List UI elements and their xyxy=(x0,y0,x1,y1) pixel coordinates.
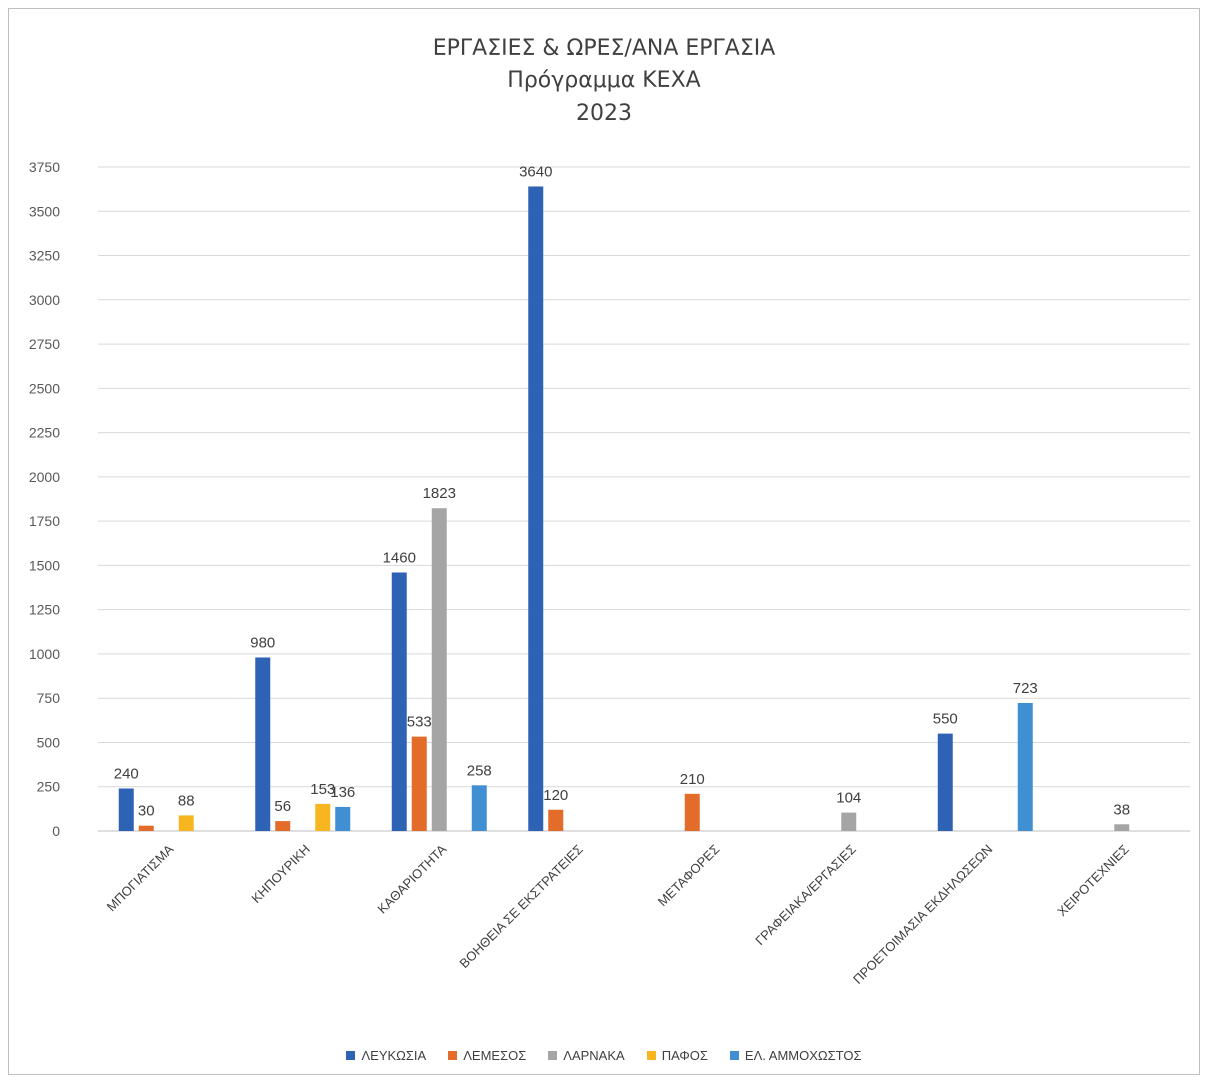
y-tick-label: 2750 xyxy=(29,336,60,352)
legend-swatch xyxy=(548,1051,558,1060)
bar xyxy=(937,733,953,831)
data-label: 38 xyxy=(1113,801,1130,818)
legend-item: ΠΑΦΟΣ xyxy=(646,1048,708,1063)
bar xyxy=(1017,702,1033,831)
bar xyxy=(528,186,544,831)
legend-label: ΕΛ. ΑΜΜΟΧΩΣΤΟΣ xyxy=(744,1048,862,1063)
legend-label: ΠΑΦΟΣ xyxy=(661,1048,708,1063)
chart-year: 2023 xyxy=(576,101,632,126)
y-tick-label: 3750 xyxy=(29,159,60,175)
data-label: 30 xyxy=(138,803,155,820)
data-label: 1460 xyxy=(383,549,416,566)
x-tick-label: ΧΕΙΡΟΤΕΧΝΙΕΣ xyxy=(1054,842,1132,920)
bar xyxy=(684,793,700,831)
data-label: 1823 xyxy=(423,485,456,502)
x-tick-label: ΚΑΘΑΡΙΟΤΗΤΑ xyxy=(374,841,449,916)
bar xyxy=(335,806,351,831)
bar xyxy=(411,736,427,831)
chart-subtitle: Πρόγραμμα ΚΕΧΑ xyxy=(507,68,701,93)
x-tick-label: ΜΕΤΑΦΟΡΕΣ xyxy=(655,842,723,910)
bar xyxy=(548,809,564,831)
y-tick-label: 0 xyxy=(52,823,60,839)
bar xyxy=(178,815,194,831)
y-tick-label: 500 xyxy=(37,734,61,750)
data-label: 533 xyxy=(407,714,432,731)
bar xyxy=(275,821,291,831)
x-tick-label: ΓΡΑΦΕΙΑΚΑ/ΕΡΓΑΣΙΕΣ xyxy=(752,842,859,949)
y-tick-label: 2000 xyxy=(29,469,60,485)
bar xyxy=(255,657,271,831)
legend-label: ΛΕΥΚΩΣΙΑ xyxy=(361,1048,427,1063)
data-label: 240 xyxy=(114,766,139,783)
legend-item: ΕΛ. ΑΜΜΟΧΩΣΤΟΣ xyxy=(729,1048,862,1063)
bar xyxy=(471,785,487,831)
data-label: 3640 xyxy=(519,163,552,180)
data-label: 550 xyxy=(933,711,958,728)
y-tick-label: 1500 xyxy=(29,557,60,573)
y-tick-label: 250 xyxy=(37,779,61,795)
y-tick-label: 3500 xyxy=(29,203,60,219)
legend-swatch xyxy=(448,1051,458,1060)
legend-swatch xyxy=(646,1051,656,1060)
legend-item: ΛΕΜΕΣΟΣ xyxy=(448,1048,526,1063)
chart-legend: ΛΕΥΚΩΣΙΑ ΛΕΜΕΣΟΣ ΛΑΡΝΑΚΑ ΠΑΦΟΣ ΕΛ. ΑΜΜΟΧΩΣΤΟ… xyxy=(0,1048,1208,1063)
legend-item: ΛΑΡΝΑΚΑ xyxy=(548,1048,625,1063)
x-tick-label: ΠΡΟΕΤΟΙΜΑΣΙΑ ΕΚΔΗΛΩΣΕΩΝ xyxy=(850,842,995,987)
legend-label: ΛΕΜΕΣΟΣ xyxy=(463,1048,527,1063)
legend-swatch xyxy=(729,1051,739,1060)
data-label: 136 xyxy=(330,784,355,801)
y-tick-label: 3250 xyxy=(29,248,60,264)
y-tick-label: 1250 xyxy=(29,602,60,618)
x-tick-label: ΒΟΗΘΕΙΑ ΣΕ ΕΚΣΤΡΑΤΕΙΕΣ xyxy=(456,842,585,971)
data-label: 120 xyxy=(543,787,568,804)
data-label: 153 xyxy=(310,781,335,798)
y-tick-label: 2500 xyxy=(29,380,60,396)
data-label: 980 xyxy=(250,634,275,651)
chart-frame xyxy=(8,8,1200,1075)
y-tick-label: 750 xyxy=(37,690,61,706)
legend-label: ΛΑΡΝΑΚΑ xyxy=(563,1048,625,1063)
x-tick-label: ΚΗΠΟΥΡΙΚΗ xyxy=(248,842,312,906)
data-label: 56 xyxy=(274,798,291,815)
y-tick-label: 2250 xyxy=(29,425,60,441)
y-tick-label: 3000 xyxy=(29,292,60,308)
legend-item: ΛΕΥΚΩΣΙΑ xyxy=(346,1048,426,1063)
bar xyxy=(1114,824,1130,831)
data-label: 104 xyxy=(836,790,861,807)
bar xyxy=(315,803,331,831)
data-label: 88 xyxy=(178,792,195,809)
y-tick-label: 1750 xyxy=(29,513,60,529)
data-label: 258 xyxy=(467,762,492,779)
bar xyxy=(431,508,447,831)
bar xyxy=(118,788,134,831)
x-tick-label: ΜΠΟΓΙΑΤΙΣΜΑ xyxy=(104,841,177,914)
chart-title: ΕΡΓΑΣΙΕΣ & ΩΡΕΣ/ΑΝΑ ΕΡΓΑΣΙΑ xyxy=(432,36,776,61)
bar xyxy=(841,812,857,831)
data-label: 210 xyxy=(680,771,705,788)
bar xyxy=(138,825,154,831)
bar xyxy=(391,572,407,831)
legend-swatch xyxy=(346,1051,356,1060)
y-tick-label: 1000 xyxy=(29,646,60,662)
data-label: 723 xyxy=(1013,680,1038,697)
